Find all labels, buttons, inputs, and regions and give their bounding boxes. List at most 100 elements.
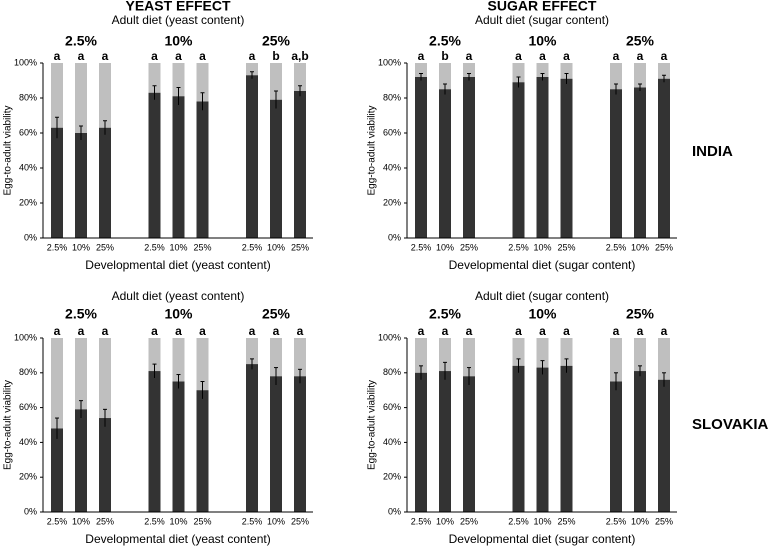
significance-letter: b <box>272 49 279 63</box>
significance-letter: a <box>151 49 158 63</box>
bar <box>439 371 451 512</box>
x-tick-label: 25% <box>557 516 575 526</box>
remainder-bar <box>463 338 475 377</box>
bar <box>270 376 282 512</box>
x-tick-label: 2.5% <box>144 242 165 252</box>
significance-letter: a <box>273 324 280 338</box>
bar <box>560 365 573 512</box>
bar <box>99 127 111 238</box>
remainder-bar <box>634 63 646 88</box>
bar <box>512 365 525 512</box>
x-tick-label: 25% <box>557 242 575 252</box>
significance-letter: a <box>175 324 182 338</box>
y-tick-label: 60% <box>383 127 401 137</box>
significance-letter: a <box>442 324 449 338</box>
bar <box>634 87 646 238</box>
x-tick-label: 2.5% <box>606 516 627 526</box>
bar <box>294 376 306 512</box>
significance-letter: a <box>563 324 570 338</box>
x-tick-label: 25% <box>193 516 211 526</box>
significance-letter: a <box>515 324 522 338</box>
x-tick-label: 10% <box>436 242 454 252</box>
x-tick-label: 10% <box>169 516 187 526</box>
x-tick-label: 25% <box>96 242 114 252</box>
remainder-bar <box>610 63 622 90</box>
remainder-bar <box>99 338 111 419</box>
significance-letter: a <box>539 49 546 63</box>
significance-letter: a <box>78 324 85 338</box>
bar <box>75 409 87 512</box>
x-tick-label: 10% <box>72 242 90 252</box>
x-tick-label: 10% <box>533 516 551 526</box>
y-axis-title: Egg-to-adult viability <box>3 380 14 470</box>
remainder-bar <box>536 63 549 77</box>
remainder-bar <box>51 63 63 128</box>
remainder-bar <box>196 63 209 102</box>
bar <box>148 92 161 238</box>
y-axis-title: Egg-to-adult viability <box>367 380 378 470</box>
significance-letter: a <box>151 324 158 338</box>
remainder-bar <box>75 63 87 133</box>
x-tick-label: 2.5% <box>606 242 627 252</box>
y-axis-title: Egg-to-adult viability <box>367 105 378 195</box>
y-tick-label: 100% <box>14 332 37 342</box>
y-tick-label: 80% <box>383 92 401 102</box>
bar <box>658 379 670 512</box>
y-tick-label: 20% <box>19 197 37 207</box>
remainder-bar <box>148 338 161 372</box>
remainder-bar <box>415 63 427 77</box>
x-tick-label: 10% <box>631 516 649 526</box>
y-tick-label: 60% <box>19 402 37 412</box>
x-axis-title: Developmental diet (sugar content) <box>449 258 636 272</box>
y-tick-label: 80% <box>383 367 401 377</box>
y-tick-label: 20% <box>383 472 401 482</box>
bar <box>560 78 573 238</box>
significance-letter: a <box>466 49 473 63</box>
significance-letter: a <box>102 49 109 63</box>
x-tick-label: 25% <box>655 242 673 252</box>
group-label: 10% <box>164 306 193 322</box>
x-tick-label: 2.5% <box>411 242 432 252</box>
x-axis-title: Developmental diet (yeast content) <box>85 532 270 546</box>
x-tick-label: 10% <box>436 516 454 526</box>
x-tick-label: 25% <box>460 516 478 526</box>
remainder-bar <box>270 63 282 100</box>
y-tick-label: 100% <box>378 57 401 67</box>
remainder-bar <box>560 338 573 366</box>
subtitle: Adult diet (sugar content) <box>475 13 609 27</box>
bar <box>99 418 111 512</box>
y-tick-label: 100% <box>14 57 37 67</box>
subtitle: Adult diet (yeast content) <box>112 289 245 303</box>
remainder-bar <box>463 63 475 77</box>
bar <box>51 127 63 238</box>
y-tick-label: 0% <box>24 506 37 516</box>
subtitle: Adult diet (yeast content) <box>112 13 245 27</box>
significance-letter: a,b <box>291 49 308 63</box>
column-title: YEAST EFFECT <box>125 0 230 14</box>
significance-letter: a <box>175 49 182 63</box>
bar <box>536 367 549 512</box>
x-tick-label: 2.5% <box>47 516 68 526</box>
significance-letter: a <box>637 324 644 338</box>
remainder-bar <box>172 63 185 97</box>
group-label: 25% <box>626 306 655 322</box>
y-tick-label: 40% <box>19 437 37 447</box>
group-label: 25% <box>262 306 291 322</box>
row-label: INDIA <box>692 143 733 160</box>
remainder-bar <box>51 338 63 429</box>
column-title: SUGAR EFFECT <box>488 0 597 14</box>
x-tick-label: 2.5% <box>47 242 68 252</box>
y-axis-title: Egg-to-adult viability <box>3 105 14 195</box>
y-tick-label: 0% <box>24 232 37 242</box>
y-tick-label: 80% <box>19 92 37 102</box>
bar <box>415 372 427 512</box>
remainder-bar <box>536 338 549 368</box>
significance-letter: b <box>441 49 448 63</box>
significance-letter: a <box>297 324 304 338</box>
bar <box>246 75 258 238</box>
y-tick-label: 40% <box>383 437 401 447</box>
remainder-bar <box>512 63 525 83</box>
remainder-bar <box>610 338 622 382</box>
bar <box>196 390 209 512</box>
